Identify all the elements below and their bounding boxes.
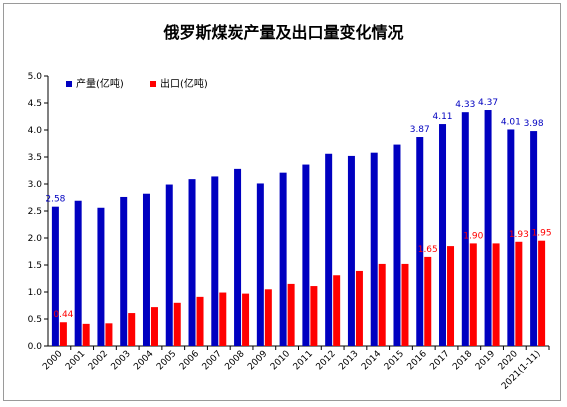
y-tick-label: 3.5 <box>28 153 42 163</box>
legend-label-export: 出口(亿吨) <box>160 77 208 90</box>
data-label-export: 0.44 <box>53 310 73 320</box>
bar-production <box>188 179 196 346</box>
bar-production <box>97 207 105 346</box>
data-label-production: 3.87 <box>410 125 430 135</box>
legend-label-production: 产量(亿吨) <box>76 77 124 90</box>
x-tick-label: 2013 <box>337 349 360 372</box>
y-tick-label: 0.5 <box>28 315 42 325</box>
bar-export <box>469 243 477 346</box>
bar-production <box>507 129 515 346</box>
y-tick-label: 0.0 <box>28 342 43 352</box>
legend-swatch-export <box>150 81 156 87</box>
data-label-production: 4.11 <box>432 112 452 122</box>
bar-production <box>325 153 333 346</box>
bar-production <box>279 172 287 346</box>
bar-export <box>173 302 181 346</box>
x-tick-label: 2006 <box>178 349 201 372</box>
x-tick-label: 2018 <box>451 349 474 372</box>
bar-production <box>461 112 469 347</box>
bar-production <box>142 193 150 346</box>
x-tick-label: 2010 <box>269 349 292 372</box>
data-label-production: 3.98 <box>524 119 544 129</box>
x-tick-label: 2002 <box>87 349 110 372</box>
y-tick-label: 5.0 <box>28 72 43 82</box>
x-tick-label: 2008 <box>223 349 246 372</box>
bar-production <box>211 176 219 346</box>
bar-production <box>370 152 378 346</box>
bar-export <box>150 307 158 346</box>
data-label-production: 4.01 <box>501 117 521 127</box>
bar-export <box>333 275 341 346</box>
bar-export <box>515 241 523 346</box>
bar-production <box>530 131 538 346</box>
y-tick-label: 4.5 <box>28 99 42 109</box>
y-tick-label: 4.0 <box>28 126 43 136</box>
x-tick-label: 2004 <box>132 349 155 372</box>
bar-production <box>165 184 173 346</box>
x-tick-label: 2011 <box>292 349 315 372</box>
bar-export <box>538 240 546 346</box>
bar-export <box>378 263 386 346</box>
bar-production <box>347 155 355 346</box>
bar-production <box>302 164 310 346</box>
bar-production <box>51 206 59 346</box>
chart-title: 俄罗斯煤炭产量及出口量变化情况 <box>163 23 404 42</box>
x-tick-label: 2019 <box>474 349 497 372</box>
data-label-export: 1.93 <box>509 230 529 240</box>
bar-export <box>310 286 318 346</box>
legend-swatch-production <box>66 81 72 87</box>
x-tick-label: 2009 <box>246 349 269 372</box>
bar-export <box>219 292 227 346</box>
bar-export <box>492 243 500 346</box>
bar-production <box>74 200 82 346</box>
data-label-production: 4.37 <box>478 98 498 108</box>
bar-production <box>439 124 447 346</box>
bar-production <box>256 183 264 346</box>
y-tick-label: 1.5 <box>28 261 42 271</box>
bar-export <box>196 296 204 346</box>
bar-production <box>120 196 128 346</box>
y-tick-label: 3.0 <box>28 180 43 190</box>
bar-production <box>416 137 424 346</box>
bar-production <box>484 110 492 347</box>
y-tick-label: 2.5 <box>28 207 42 217</box>
data-label-export: 1.65 <box>418 245 438 255</box>
x-tick-label: 2005 <box>155 349 178 372</box>
data-label-production: 4.33 <box>455 100 475 110</box>
bar-export <box>128 313 136 346</box>
bar-export <box>242 293 250 346</box>
bar-export <box>264 289 272 346</box>
data-label-production: 2.58 <box>45 195 65 205</box>
x-tick-label: 2017 <box>428 349 451 372</box>
x-tick-label: 2001 <box>64 349 87 372</box>
bar-production <box>393 144 401 346</box>
bar-export <box>355 270 363 346</box>
bar-export <box>287 283 295 346</box>
x-tick-label: 2012 <box>315 349 338 372</box>
bar-export <box>447 246 455 346</box>
bar-export <box>59 322 67 346</box>
bar-export <box>401 263 409 346</box>
bar-export <box>424 256 432 346</box>
x-tick-label: 2000 <box>41 349 64 372</box>
x-tick-label: 2007 <box>201 349 224 372</box>
y-tick-label: 2.0 <box>28 234 43 244</box>
y-tick-label: 1.0 <box>28 288 43 298</box>
data-label-export: 1.90 <box>463 231 483 241</box>
x-tick-label: 2016 <box>406 349 429 372</box>
bar-export <box>105 323 113 346</box>
bar-production <box>234 168 242 346</box>
bar-export <box>82 323 90 346</box>
x-tick-label: 2014 <box>360 349 383 372</box>
x-tick-label: 2003 <box>110 349 133 372</box>
data-label-export: 1.95 <box>532 229 552 239</box>
x-tick-label: 2015 <box>383 349 406 372</box>
